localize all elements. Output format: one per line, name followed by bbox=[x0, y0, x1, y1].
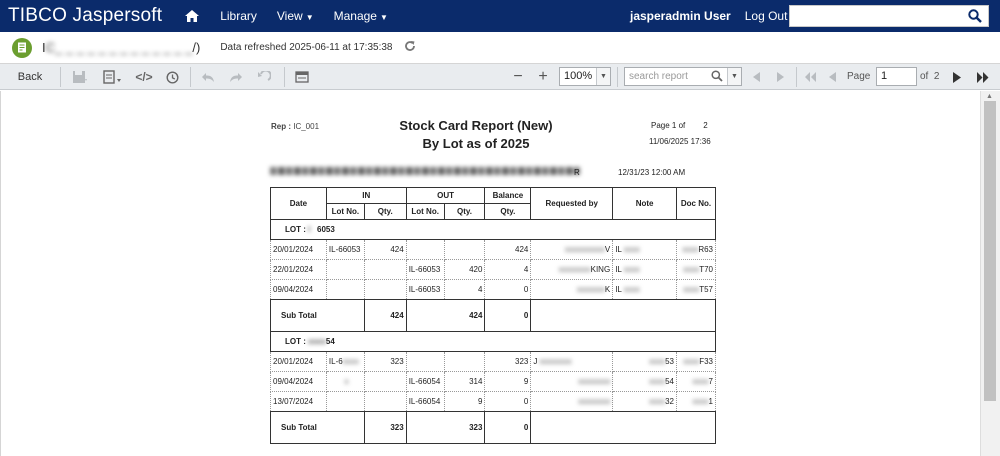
back-button[interactable]: Back bbox=[17, 71, 43, 83]
header-out: OUT bbox=[405, 187, 486, 204]
header-doc-no: Doc No. bbox=[675, 187, 717, 220]
jaspersoft-logo[interactable]: TIBCO Jaspersoft bbox=[8, 5, 163, 26]
filter-text-end: R bbox=[574, 168, 580, 177]
next-page-icon[interactable] bbox=[948, 64, 966, 90]
vertical-scrollbar[interactable]: ▲ bbox=[980, 91, 1000, 456]
top-navigation-bar: TIBCO Jaspersoft Library View ▼ Manage ▼ j… bbox=[0, 0, 1000, 32]
global-search-input[interactable] bbox=[789, 5, 989, 27]
search-icon[interactable] bbox=[711, 70, 723, 85]
subtotal-row: Sub Total 424 424 0 bbox=[270, 299, 716, 332]
table-row: 20/01/2024 IL-6xxxx 323 323 J xxxxxxxx x… bbox=[270, 351, 717, 372]
lot-header-row: LOT : xxxx54 bbox=[270, 331, 716, 352]
redo-icon[interactable] bbox=[224, 64, 248, 90]
header-requested-by: Requested by bbox=[530, 187, 614, 220]
header-note: Note bbox=[612, 187, 677, 220]
report-subtitle: By Lot as of 2025 bbox=[422, 136, 530, 151]
table-row: 09/04/2024 x IL-66054 314 9 xxxxxxxx xxx… bbox=[270, 371, 717, 392]
table-row: 09/04/2024 IL-66053 4 0 xxxxxxxK IL xxxx… bbox=[270, 279, 717, 300]
embed-code-icon[interactable]: </> bbox=[135, 70, 153, 84]
header-balance: Balance bbox=[484, 187, 532, 204]
search-icon[interactable] bbox=[968, 9, 982, 26]
header-date: Date bbox=[270, 187, 327, 220]
chevron-down-icon: ▼ bbox=[305, 13, 314, 22]
header-in: IN bbox=[325, 187, 407, 204]
scroll-up-icon[interactable]: ▲ bbox=[986, 93, 993, 100]
report-title: IC_ _ _ _ _ _ _ _ _ _ _ _ _/) bbox=[42, 40, 201, 55]
subtotal-row: Sub Total 323 323 0 bbox=[270, 411, 716, 444]
data-refreshed-text: Data refreshed 2025-06-11 at 17:35:38 bbox=[220, 42, 393, 53]
input-controls-icon[interactable] bbox=[290, 64, 314, 90]
undo-icon[interactable] bbox=[196, 64, 220, 90]
chevron-down-icon[interactable]: ▼ bbox=[727, 68, 741, 85]
current-user[interactable]: jasperadmin User bbox=[630, 9, 731, 23]
refresh-icon[interactable] bbox=[404, 40, 416, 55]
nav-manage-menu[interactable]: Manage ▼ bbox=[333, 9, 388, 23]
chevron-down-icon: ▼ bbox=[379, 13, 388, 22]
zoom-select[interactable]: 100% ▼ bbox=[559, 67, 611, 86]
blurred-filter-text bbox=[270, 167, 580, 175]
save-icon[interactable] bbox=[66, 64, 94, 90]
report-as-of-date: 12/31/23 12:00 AM bbox=[618, 168, 686, 177]
page-label: Page bbox=[847, 71, 871, 82]
export-icon[interactable] bbox=[98, 64, 128, 90]
last-page-icon[interactable] bbox=[972, 64, 994, 90]
zoom-in-button[interactable]: + bbox=[538, 68, 548, 85]
header-balance-qty: Qty. bbox=[484, 203, 532, 220]
stock-card-table: Date IN OUT Balance Requested by Note Do… bbox=[270, 187, 717, 444]
zoom-out-button[interactable]: − bbox=[513, 68, 523, 85]
report-page-of: Page 1 of 2 bbox=[651, 121, 708, 130]
page-number-input[interactable]: 1 bbox=[876, 67, 917, 86]
search-previous-icon[interactable] bbox=[748, 64, 764, 90]
page-count: of 2 bbox=[920, 71, 940, 82]
chevron-down-icon[interactable]: ▼ bbox=[596, 68, 610, 85]
report-printed-date: 11/06/2025 17:36 bbox=[649, 137, 711, 146]
report-id: Rep : IC_001 bbox=[271, 122, 320, 131]
undo-all-icon[interactable] bbox=[252, 64, 276, 90]
first-page-icon[interactable] bbox=[800, 64, 820, 90]
report-title-text: Stock Card Report (New) bbox=[399, 118, 553, 133]
report-toolbar: Back </> − + 100% ▼ search report ▼ bbox=[0, 64, 1000, 90]
previous-page-icon[interactable] bbox=[823, 64, 841, 90]
lot-header-row: LOT : I 6053 bbox=[270, 219, 716, 240]
report-icon bbox=[12, 37, 32, 58]
report-canvas: Rep : IC_001 Stock Card Report (New) By … bbox=[0, 91, 980, 456]
header-in-qty: Qty. bbox=[363, 203, 407, 220]
table-row: 20/01/2024 IL-66053 424 424 xxxxxxxxxxV … bbox=[270, 239, 717, 260]
nav-library[interactable]: Library bbox=[220, 9, 257, 23]
header-out-qty: Qty. bbox=[443, 203, 486, 220]
nav-view-menu[interactable]: View ▼ bbox=[276, 9, 314, 23]
report-header: IC_ _ _ _ _ _ _ _ _ _ _ _ _/) Data refre… bbox=[0, 32, 1000, 64]
table-row: 13/07/2024 IL-66054 9 0 xxxxxxxx xxxx32 … bbox=[270, 391, 717, 412]
header-out-lot-no: Lot No. bbox=[405, 203, 445, 220]
header-in-lot-no: Lot No. bbox=[325, 203, 365, 220]
scrollbar-thumb[interactable] bbox=[984, 101, 996, 401]
table-row: 22/01/2024 IL-66053 420 4 xxxxxxxxKING I… bbox=[270, 259, 717, 280]
home-icon[interactable] bbox=[184, 9, 200, 23]
schedule-icon[interactable] bbox=[160, 64, 184, 90]
search-next-icon[interactable] bbox=[772, 64, 788, 90]
logout-link[interactable]: Log Out bbox=[744, 9, 788, 23]
report-search-input[interactable]: search report ▼ bbox=[624, 67, 742, 86]
